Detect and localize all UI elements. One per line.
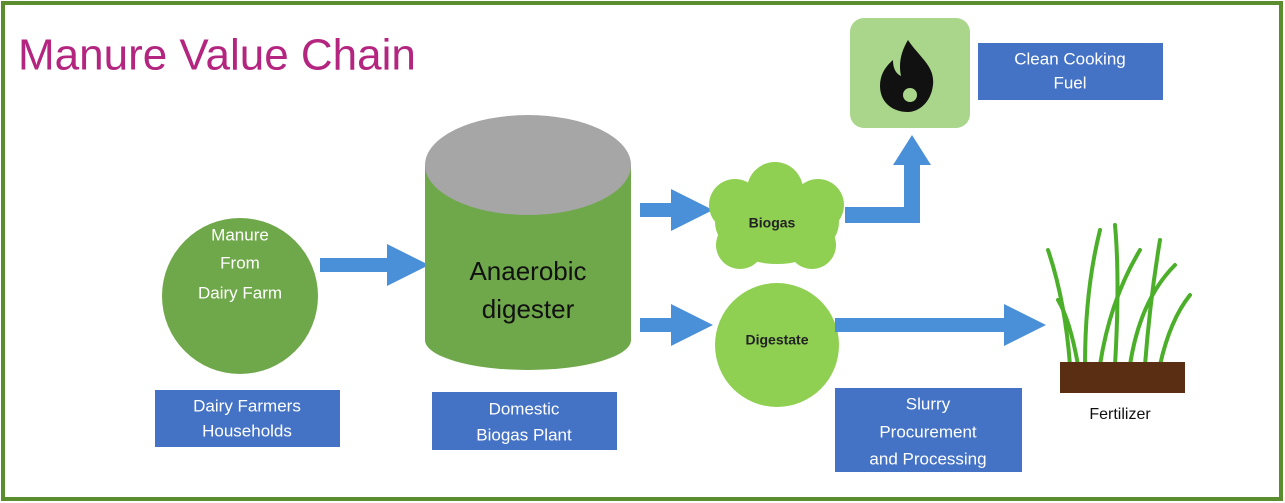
diagram: Manure Value Chain Manure From Dairy Far… (0, 0, 1285, 503)
label-text: Biogas Plant (476, 425, 572, 444)
node-text: Biogas (749, 215, 796, 231)
node-text: Clean Cooking (1014, 49, 1126, 68)
node-text: From (220, 253, 260, 272)
label-text: Domestic (489, 399, 560, 418)
soil (1060, 362, 1185, 393)
node-text: Manure (211, 225, 269, 244)
node-text: Fertilizer (1089, 406, 1151, 423)
page: {"header": {"title": "Manure Value Chain… (0, 0, 1285, 503)
label-text: Slurry (906, 394, 951, 413)
label-text: Households (202, 421, 292, 440)
node-text: Anaerobic (469, 256, 586, 286)
title: Manure Value Chain (18, 31, 416, 80)
digester-top (425, 115, 631, 215)
node-text: Dairy Farm (198, 283, 282, 302)
label-text: Procurement (879, 422, 977, 441)
node-text: digester (482, 294, 575, 324)
label-text: Dairy Farmers (193, 396, 301, 415)
fire-icon-hole (903, 88, 917, 102)
node-text: Digestate (745, 332, 808, 348)
label-text: and Processing (869, 449, 986, 468)
node-text: Fuel (1053, 73, 1086, 92)
